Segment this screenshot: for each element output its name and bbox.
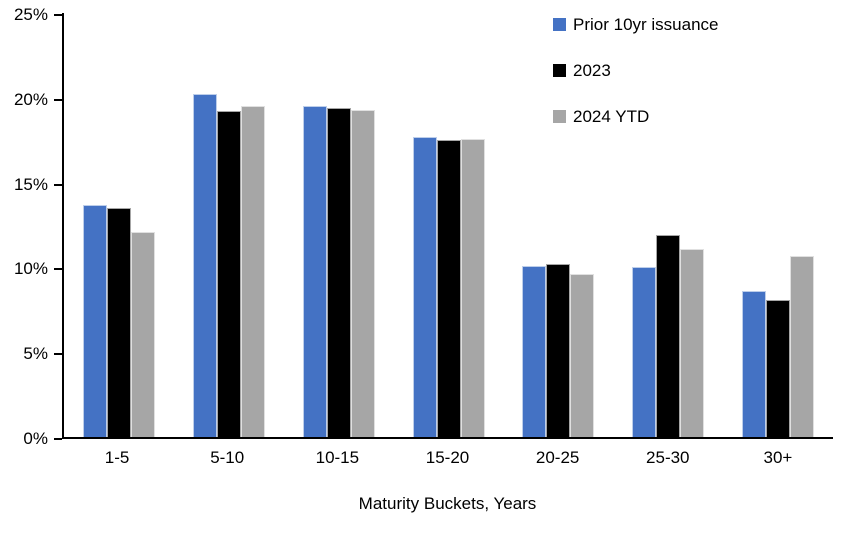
bar-group-20-25 (503, 13, 613, 437)
bar (412, 136, 437, 437)
legend-item: 2023 (553, 60, 719, 81)
y-axis-tick (54, 183, 62, 186)
bar (240, 106, 265, 437)
bar (766, 299, 791, 437)
legend-item: 2024 YTD (553, 106, 719, 127)
bar (216, 111, 241, 437)
legend-swatch-icon (553, 110, 566, 123)
x-axis-tick-label: 5-10 (210, 448, 245, 467)
bar (522, 265, 547, 437)
legend-item: Prior 10yr issuance (553, 14, 719, 35)
y-axis-tick-label: 10% (13, 259, 48, 279)
legend: Prior 10yr issuance 2023 2024 YTD (553, 14, 719, 152)
bar (570, 274, 595, 437)
bar (546, 264, 571, 437)
bar (302, 106, 327, 437)
bar-group-25-30 (613, 13, 723, 437)
y-axis-tick-label: 0% (23, 429, 48, 448)
bar (82, 204, 107, 437)
bar-group-1-5 (64, 13, 174, 437)
bar (656, 235, 681, 437)
bar (460, 138, 485, 437)
bar (192, 94, 217, 437)
legend-label: 2023 (573, 61, 611, 80)
x-axis-tick-label: 30+ (763, 448, 793, 467)
bar (350, 109, 375, 437)
bar (436, 140, 461, 437)
bar-group-15-20 (394, 13, 504, 437)
bar-group-30+ (723, 13, 833, 437)
y-axis-tick-label: 15% (13, 174, 48, 194)
x-axis-tick-label: 10-15 (315, 448, 360, 467)
bar (326, 107, 351, 437)
bar-group-10-15 (284, 13, 394, 437)
bar (742, 291, 767, 437)
x-axis-tick-label: 20-25 (535, 448, 580, 467)
legend-label: Prior 10yr issuance (573, 15, 719, 34)
x-axis-labels: 1-5 5-10 10-15 15-20 20-25 25-30 30+ (62, 447, 833, 469)
y-axis-tick-label: 25% (13, 5, 48, 24)
x-axis-tick-label: 25-30 (646, 448, 690, 467)
x-axis-tick-label: 1-5 (104, 448, 130, 467)
bar-group-5-10 (174, 13, 284, 437)
bar (632, 267, 657, 437)
plot-area (62, 13, 833, 439)
y-axis-tick-label: 5% (23, 344, 48, 364)
legend-swatch-icon (553, 64, 566, 77)
bar (680, 248, 705, 437)
y-axis-tick (54, 14, 62, 16)
y-axis-tick-label: 20% (13, 89, 48, 109)
y-axis-tick (54, 438, 62, 440)
bar (790, 255, 815, 437)
x-axis-title: Maturity Buckets, Years (358, 494, 537, 513)
x-axis-tick-label: 15-20 (425, 448, 470, 467)
legend-label: 2024 YTD (573, 107, 650, 126)
y-axis: 0% 5% 10% 15% 20% 25% (0, 5, 62, 448)
legend-swatch-icon (553, 18, 566, 31)
y-axis-tick (54, 353, 62, 356)
bar (106, 208, 131, 437)
y-axis-tick (54, 98, 62, 101)
y-axis-tick (54, 268, 62, 271)
bar (130, 231, 155, 437)
